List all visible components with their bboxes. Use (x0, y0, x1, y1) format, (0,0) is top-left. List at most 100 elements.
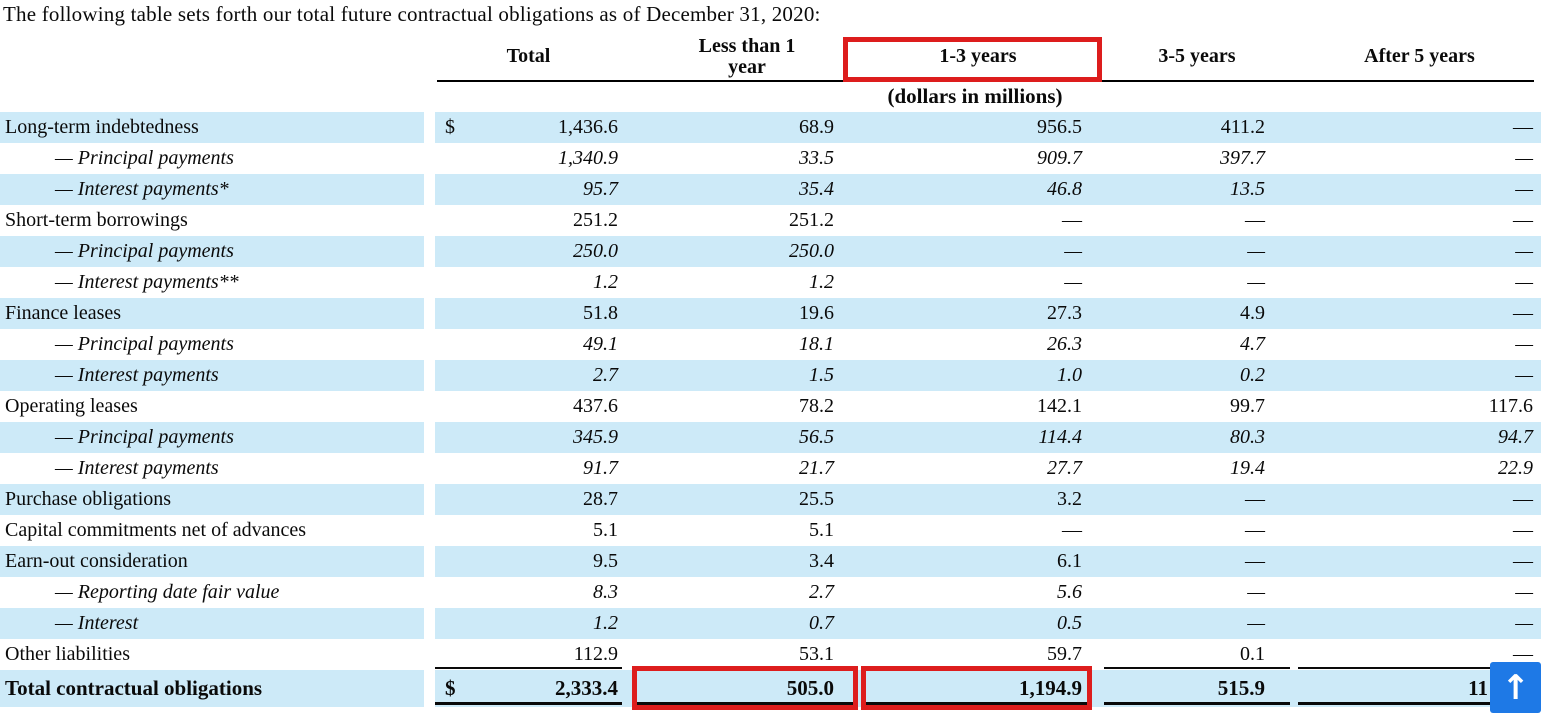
cell-1-3-years: — (1064, 240, 1082, 262)
table-row: — Principal payments 49.1 18.1 26.3 4.7 … (0, 329, 1541, 360)
row-gap (424, 670, 435, 707)
cell-total: 251.2 (573, 209, 618, 231)
cell-total: 9.5 (593, 550, 618, 572)
row-label: — Principal payments (0, 236, 424, 267)
cell-less-than-1-year: 0.7 (809, 612, 834, 634)
row-values: 28.7 25.5 3.2 — — (435, 484, 1541, 515)
table-row: Purchase obligations 28.7 25.5 3.2 — — (0, 484, 1541, 515)
cell-total: 8.3 (593, 581, 618, 603)
cell-after-5-years: 94.7 (1498, 426, 1533, 448)
cell-total: 1,436.6 (558, 116, 618, 138)
cell-after-5-years: — (1513, 519, 1533, 541)
cell-1-3-years: 59.7 (864, 639, 1092, 670)
cell-less-than-1-year: 5.1 (809, 519, 834, 541)
cell-1-3-years: — (1062, 519, 1082, 541)
table-row: — Reporting date fair value 8.3 2.7 5.6 … (0, 577, 1541, 608)
row-values: 1,340.9 33.5 909.7 397.7 — (435, 143, 1541, 174)
cell-less-than-1-year: 53.1 (636, 639, 858, 670)
cell-total: 250.0 (573, 240, 618, 262)
cell-3-5-years: 80.3 (1230, 426, 1265, 448)
table-row: — Interest payments 2.7 1.5 1.0 0.2 — (0, 360, 1541, 391)
cell-1-3-years: — (1062, 209, 1082, 231)
cell-3-5-years: — (1247, 612, 1265, 634)
row-values: 1.2 1.2 — — — (435, 267, 1541, 298)
cell-total: 2.7 (593, 364, 618, 386)
cell-3-5-years: 19.4 (1230, 457, 1265, 479)
cell-less-than-1-year: 56.5 (799, 426, 834, 448)
units-note: (dollars in millions) (887, 84, 1063, 108)
table-row: Short-term borrowings 251.2 251.2 — — — (0, 205, 1541, 236)
row-label: — Principal payments (55, 333, 234, 355)
cell-total: 51.8 (583, 302, 618, 324)
row-gap (424, 639, 435, 670)
row-gap (424, 577, 435, 608)
row-label: Operating leases (5, 395, 138, 417)
cell-after-5-years: — (1515, 147, 1533, 169)
cell-after-5-years: — (1513, 302, 1533, 324)
cell-total: 1.2 (593, 271, 618, 293)
cell-total: 2,333.4 (435, 670, 622, 707)
cell-1-3-years: 46.8 (1047, 178, 1082, 200)
cell-3-5-years: 0.2 (1240, 364, 1265, 386)
cell-less-than-1-year: 3.4 (809, 550, 834, 572)
cell-1-3-years: 6.1 (1057, 550, 1082, 572)
column-header-1-3-years: 1-3 years (939, 45, 1017, 67)
table-row: — Interest 1.2 0.7 0.5 — — (0, 608, 1541, 639)
row-gap (424, 267, 435, 298)
row-values: 51.8 19.6 27.3 4.9 — (435, 298, 1541, 329)
row-label: — Interest payments (55, 457, 219, 479)
column-header-3-5-years: 3-5 years (1158, 45, 1236, 67)
row-gap (424, 422, 435, 453)
row-label: Short-term borrowings (5, 209, 188, 231)
cell-less-than-1-year: 68.9 (799, 116, 834, 138)
column-header-less-than-1-year-label: Less than 1 year (698, 34, 796, 78)
cell-1-3-years: 1,194.9 (864, 670, 1092, 707)
table-row: Long-term indebtedness $ 1,436.6 68.9 95… (0, 112, 1541, 143)
cell-1-3-years: 1.0 (1057, 364, 1082, 386)
cell-1-3-years: — (1064, 271, 1082, 293)
scroll-to-top-button[interactable]: ↑ (1490, 662, 1541, 713)
cell-3-5-years: — (1245, 209, 1265, 231)
cell-after-5-years: 22.9 (1498, 457, 1533, 479)
cell-1-3-years: 0.5 (1057, 612, 1082, 634)
cell-3-5-years: — (1245, 488, 1265, 510)
cell-less-than-1-year: 1.2 (809, 271, 834, 293)
table-row: Total contractual obligations $ 2,333.4 … (0, 670, 1541, 707)
row-label: — Interest payments* (0, 174, 424, 205)
cell-total: 49.1 (583, 333, 618, 355)
row-label: Capital commitments net of advances (5, 519, 307, 541)
cell-after-5-years: — (1515, 612, 1533, 634)
cell-3-5-years: — (1245, 550, 1265, 572)
cell-less-than-1-year: 1.5 (809, 364, 834, 386)
row-label: — Interest payments (0, 360, 424, 391)
cell-less-than-1-year: 2.7 (809, 581, 834, 603)
cell-less-than-1-year: 35.4 (799, 178, 834, 200)
cell-total: 1,340.9 (558, 147, 618, 169)
cell-1-3-years: 27.3 (1047, 302, 1082, 324)
cell-less-than-1-year: 78.2 (799, 395, 834, 417)
cell-total: 112.9 (435, 639, 622, 670)
cell-total: 345.9 (573, 426, 618, 448)
row-values: 1.2 0.7 0.5 — — (435, 608, 1541, 639)
row-gap (424, 391, 435, 422)
row-label: — Principal payments (0, 422, 424, 453)
table-row: — Interest payments 91.7 21.7 27.7 19.4 … (0, 453, 1541, 484)
column-header-total: Total (506, 45, 551, 67)
cell-after-5-years: — (1513, 116, 1533, 138)
row-gap (424, 546, 435, 577)
cell-less-than-1-year: 251.2 (789, 209, 834, 231)
cell-1-3-years: 5.6 (1057, 581, 1082, 603)
cell-3-5-years: — (1245, 519, 1265, 541)
cell-less-than-1-year: 25.5 (799, 488, 834, 510)
cell-total: 437.6 (573, 395, 618, 417)
cell-after-5-years: 11 (1298, 670, 1541, 707)
cell-after-5-years: — (1513, 488, 1533, 510)
cell-3-5-years: — (1247, 240, 1265, 262)
table-row: — Principal payments 1,340.9 33.5 909.7 … (0, 143, 1541, 174)
cell-after-5-years: — (1298, 639, 1541, 670)
row-label: Earn-out consideration (0, 546, 424, 577)
table-row: — Interest payments* 95.7 35.4 46.8 13.5… (0, 174, 1541, 205)
cell-3-5-years: — (1247, 271, 1265, 293)
table-body: Long-term indebtedness $ 1,436.6 68.9 95… (0, 112, 1541, 707)
cell-3-5-years: 13.5 (1230, 178, 1265, 200)
